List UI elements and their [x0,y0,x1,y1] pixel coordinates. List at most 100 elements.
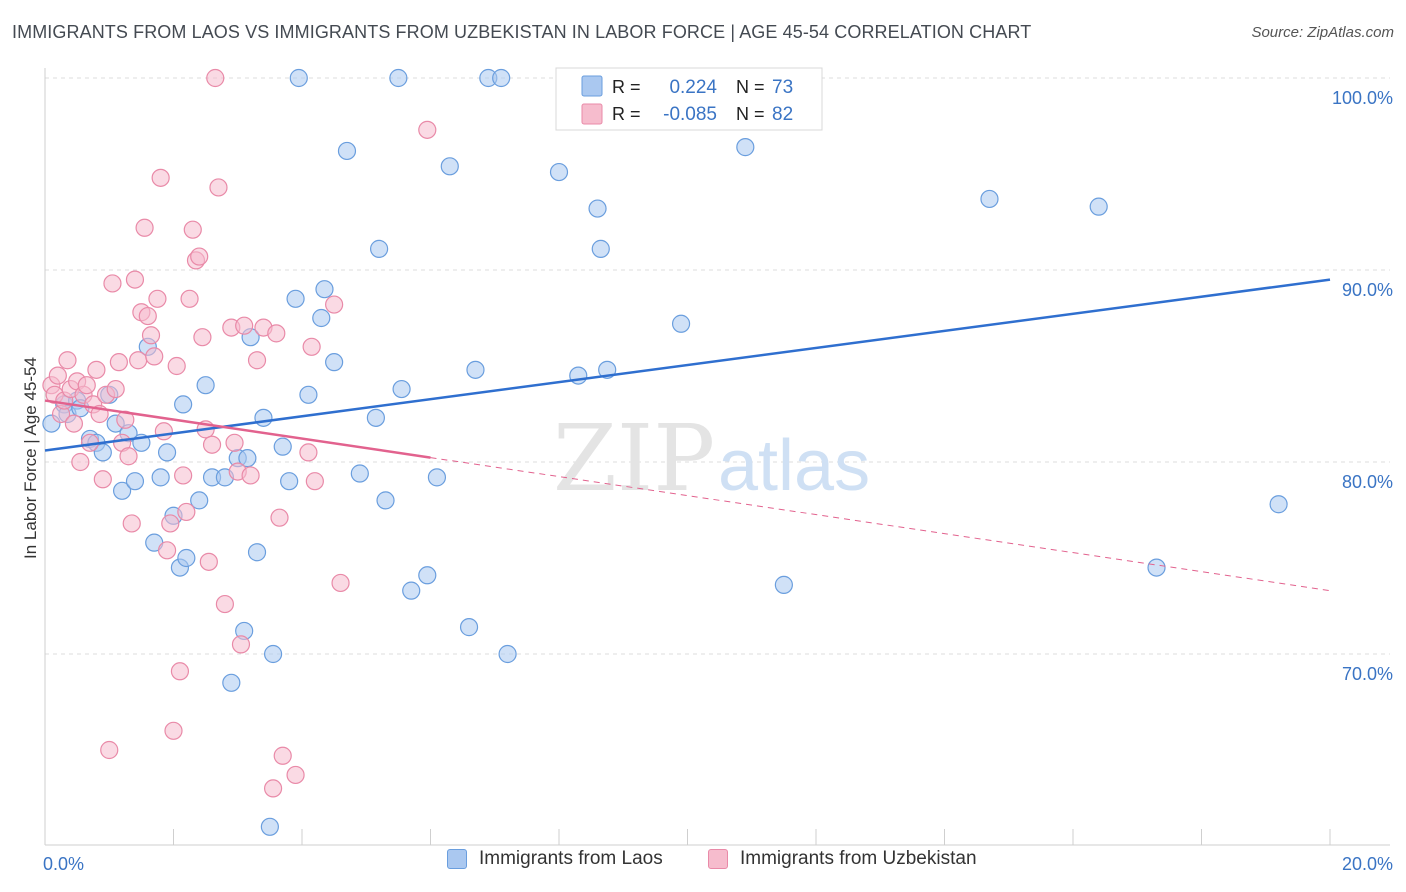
uzbekistan-point [119,447,138,466]
uzbekistan-point [273,746,292,765]
laos-point [549,162,569,182]
uzbekistan-point [164,721,183,740]
uzbekistan-point [109,353,128,372]
y-tick-labels: 100.0% 90.0% 80.0% 70.0% [1332,88,1393,684]
laos-point [492,68,511,88]
uzbekistan-point [270,508,289,527]
laos-point [350,464,369,483]
laos-point [286,289,305,308]
uzbekistan-point [180,289,199,308]
uzbekistan-point [193,328,212,347]
uzbekistan-point [302,337,321,356]
uzbekistan-point [247,351,267,370]
uzbekistan-point [71,452,90,472]
series-uzbekistan-points [42,68,437,798]
laos-point [112,481,132,500]
laos-point [418,566,437,585]
uzbekistan-point [174,466,193,485]
laos-point [459,618,479,637]
legend-label-laos: Immigrants from Laos [479,848,663,869]
laos-point [312,308,331,328]
stats-legend-pink-swatch [581,103,603,125]
uzbekistan-point [418,120,437,139]
uzbekistan-point [100,740,119,760]
uzbekistan-point [231,635,251,654]
y-tick-label: 80.0% [1342,472,1393,492]
uzbekistan-point [48,366,67,385]
laos-point [254,408,273,427]
uzbekistan-point [138,306,157,326]
uzbekistan-trend-line-dashed [430,457,1331,592]
uzbekistan-point [64,414,84,433]
trend-lines [44,278,1331,592]
stats-legend-blue-swatch [581,75,603,97]
laos-point [389,68,408,88]
uzbekistan-point [122,514,141,533]
uzbekistan-point [215,594,234,614]
uzbekistan-point [167,356,186,376]
uzbekistan-point [154,422,173,441]
y-tick-label: 90.0% [1342,280,1393,300]
uzbekistan-point [125,270,145,289]
laos-point [498,644,517,664]
uzbekistan-point [129,351,148,370]
x-tick-max: 20.0% [1342,854,1393,874]
uzbekistan-point [202,435,222,454]
uzbekistan-point [325,295,344,314]
laos-point [151,468,170,487]
laos-point [1269,495,1288,514]
stats-blue-r-label: R = [612,77,641,97]
uzbekistan-point [161,514,180,533]
uzbekistan-point [177,502,196,522]
laos-point [466,360,485,379]
laos-point [1089,197,1108,216]
stats-pink-r-value: -0.085 [663,104,717,125]
x-tick-min: 0.0% [43,854,84,874]
laos-point [736,138,755,157]
uzbekistan-point [225,433,244,452]
uzbekistan-point [141,326,161,345]
laos-point [376,491,395,510]
uzbekistan-point [209,178,228,197]
uzbekistan-point [170,662,190,681]
x-tick-labels: 0.0% 20.0% [43,854,1393,874]
laos-point [315,280,334,299]
uzbekistan-point [299,443,318,462]
uzbekistan-point [103,274,122,293]
uzbekistan-point [235,316,254,335]
laos-point [671,314,691,333]
bottom-legend: Immigrants from Laos Immigrants from Uzb… [0,848,1406,878]
uzbekistan-point [286,765,305,785]
y-tick-label: 100.0% [1332,88,1393,108]
uzbekistan-point [77,376,96,395]
legend-swatch-uzbekistan [708,849,728,869]
watermark-atlas: atlas [718,426,870,506]
laos-point [157,443,177,462]
uzbekistan-point [331,573,350,593]
source-credit: Source: ZipAtlas.com [1251,24,1394,41]
stats-blue-r-value: 0.224 [669,77,717,98]
uzbekistan-point [263,779,283,798]
laos-point [366,408,385,427]
stats-pink-n-value: 82 [772,104,793,125]
laos-point [299,385,318,404]
uzbekistan-point [151,168,170,187]
laos-point [196,376,215,395]
laos-point [260,817,279,836]
stats-pink-r-label: R = [612,104,641,124]
uzbekistan-point [241,466,260,485]
uzbekistan-point [206,68,225,88]
y-axis-label: In Labor Force | Age 45-54 [21,357,40,559]
uzbekistan-point [157,541,177,560]
laos-point [588,199,607,218]
laos-point [370,239,389,258]
laos-point [125,472,145,491]
laos-point [289,68,308,88]
uzbekistan-point [93,470,112,489]
y-tick-label: 70.0% [1342,664,1393,684]
uzbekistan-point [183,220,202,239]
laos-point [1147,558,1166,577]
laos-point [591,239,610,258]
laos-point [774,575,793,594]
